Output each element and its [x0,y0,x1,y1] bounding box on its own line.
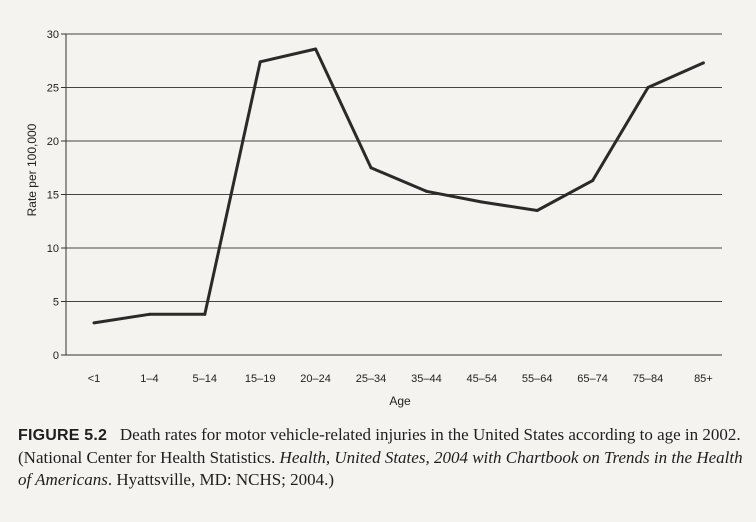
data-point [92,321,96,325]
x-tick-label: 45–54 [467,373,498,385]
x-tick-label: 85+ [694,373,713,385]
caption-text: Death rates for motor vehicle-related in… [18,425,741,467]
x-tick-label: <1 [88,373,101,385]
y-tick-label: 15 [47,190,59,202]
x-axis-ticks: <1 1–4 5–14 15–19 20–24 25–34 35–44 45–54 55–64 6… [88,373,713,385]
y-tick-label: 10 [47,243,59,255]
y-tick-label: 5 [53,297,59,309]
data-point [480,200,484,204]
series-line [93,47,705,325]
x-tick-label: 15–19 [245,373,276,385]
x-tick-label: 65–74 [577,373,608,385]
y-axis-title: Rate per 100,000 [25,123,39,216]
y-tick-label: 0 [53,350,59,362]
y-tick-label: 20 [47,136,59,148]
data-point [369,166,373,170]
x-tick-label: 75–84 [633,373,664,385]
x-tick-label: 25–34 [356,373,387,385]
y-tick-label: 25 [47,83,59,95]
x-tick-label: 20–24 [300,373,331,385]
data-point [147,312,151,316]
data-point [535,209,539,213]
data-point [203,312,207,316]
x-tick-label: 1–4 [140,373,158,385]
x-tick-label: 35–44 [411,373,442,385]
x-tick-label: 5–14 [193,373,217,385]
data-point [424,189,428,193]
data-points [92,47,705,325]
data-point [314,47,318,51]
gridlines [66,33,722,302]
x-axis-title: Age [389,394,411,408]
y-axis-ticks: 0 5 10 15 20 25 30 [47,29,66,362]
data-point [646,86,650,89]
line-chart: 0 5 10 15 20 25 30 <1 1–4 5–14 15–19 20–24 25–34 35–… [25,29,722,408]
figure-label: FIGURE 5.2 [18,427,108,444]
y-tick-label: 30 [47,29,59,41]
data-point [701,61,705,65]
caption-text-end: . Hyattsville, MD: NCHS; 2004.) [107,470,335,489]
data-point [591,179,595,183]
caption-italic-title: Health, United States, 2004 with Chartbo… [18,448,743,489]
figure-caption: FIGURE 5.2 Death rates for motor vehicle… [18,424,748,491]
data-point [258,60,262,64]
x-tick-label: 55–64 [522,373,553,385]
